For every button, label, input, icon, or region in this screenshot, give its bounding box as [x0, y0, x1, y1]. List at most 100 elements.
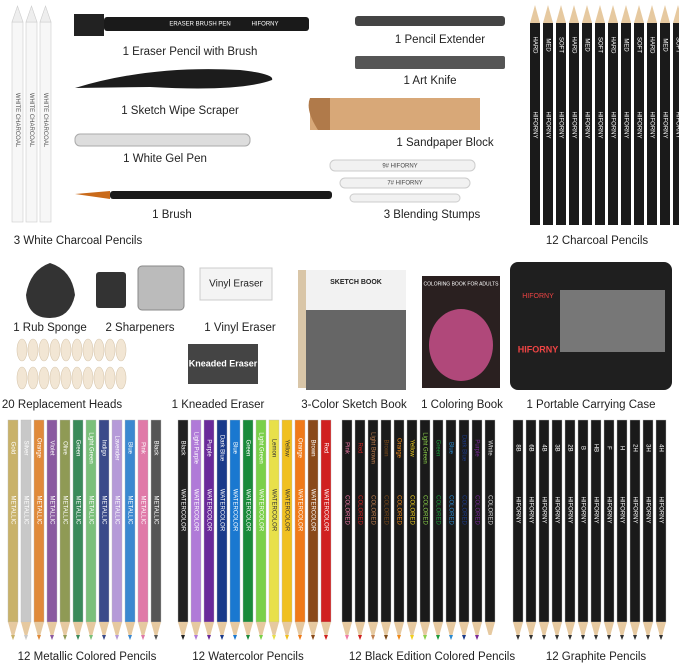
replacement-head	[115, 338, 127, 362]
pencil	[673, 23, 679, 225]
pencil-tip	[660, 5, 670, 23]
pencil-print: HIFORNY	[579, 497, 585, 524]
pencil-tip	[526, 622, 536, 640]
item-label: 12 Watercolor Pencils	[192, 651, 304, 663]
pencil-lead	[50, 635, 54, 640]
pencil-print: METALLIC	[22, 496, 28, 526]
item-label: 12 Graphite Pencils	[546, 651, 647, 663]
pencil-name: SOFT	[674, 37, 679, 53]
pencil-name: Orange	[395, 438, 401, 459]
replacement-head	[93, 366, 105, 390]
item-label: 1 Kneaded Eraser	[172, 399, 265, 411]
pencil-name: Brown	[309, 439, 315, 456]
pencil-tip	[656, 622, 666, 640]
pencil-tip	[125, 622, 135, 640]
stump	[329, 159, 476, 172]
pencil-print: COLORED	[421, 495, 427, 525]
pencil-tip	[321, 622, 331, 640]
pencil-print: HIFORNY	[527, 497, 533, 524]
pencil-name: MED	[622, 38, 628, 52]
case-photo	[560, 290, 665, 352]
pencil-print: HIFORNY	[657, 497, 663, 524]
product-text: HIFORNY	[522, 293, 554, 300]
pencil-tip	[34, 622, 44, 640]
pencil-lead	[542, 635, 546, 640]
pencil-tip	[407, 622, 417, 640]
pencil-tip	[138, 622, 148, 640]
pencil-tip	[112, 622, 122, 640]
pencil-name: Purple	[205, 439, 211, 457]
pencil-name: Red	[356, 442, 362, 453]
brush-tip	[75, 191, 110, 199]
pencil-name: F	[605, 446, 611, 450]
pencil-tip	[578, 622, 588, 640]
pencil-print: COLORED	[447, 495, 453, 525]
pencil-print: HIFORNY	[583, 112, 589, 139]
pencil-name: Dark Blue	[460, 435, 466, 462]
pencil-name: SOFT	[596, 37, 602, 53]
pencil	[647, 23, 657, 225]
pencil-lead	[76, 635, 80, 640]
pencil-tip	[8, 622, 18, 640]
pencil-name: Light Brown	[369, 432, 375, 464]
pencil-print: METALLIC	[74, 496, 80, 526]
brush-handle	[110, 191, 332, 199]
item-label: 3 White Charcoal Pencils	[14, 235, 143, 247]
product-text: Vinyl Eraser	[209, 279, 263, 290]
pencil-tip	[604, 622, 614, 640]
pencil-print: COLORED	[486, 495, 492, 525]
pencil-tip	[513, 622, 523, 640]
pencil-lead	[272, 635, 276, 640]
pencil-print: COLORED	[369, 495, 375, 525]
pencil-print: HIFORNY	[648, 112, 654, 139]
pencil-lead	[233, 635, 237, 640]
eraser-pen	[104, 17, 309, 31]
pencil-print: HIFORNY	[644, 497, 650, 524]
pencil-tip	[446, 622, 456, 640]
pencil-print: WATERCOLOR	[270, 489, 276, 532]
pencil-name: Blue	[447, 442, 453, 455]
pencil-tip	[39, 5, 52, 23]
pencil-lead	[324, 635, 328, 640]
pencil-print: WATERCOLOR	[309, 489, 315, 532]
pencil-name: Light Green	[421, 432, 427, 463]
pencil-print: HIFORNY	[635, 112, 641, 139]
item-label: 12 Black Edition Colored Pencils	[349, 651, 515, 663]
pencil-print: WATERCOLOR	[231, 489, 237, 532]
pencil-tip	[151, 622, 161, 640]
item-label: 2 Sharpeners	[105, 322, 174, 334]
stump	[339, 177, 471, 189]
pencil-tip	[433, 622, 443, 640]
pencil-print: COLORED	[473, 495, 479, 525]
pencil-tip	[178, 622, 188, 640]
pencil-print: WHITE CHARCOAL	[28, 93, 34, 148]
pencil-name: Black	[152, 441, 158, 457]
pencil-print: METALLIC	[61, 496, 67, 526]
pencil-tip	[621, 5, 631, 23]
pencil-tip	[634, 5, 644, 23]
item-label: 1 Art Knife	[403, 75, 456, 87]
rub-sponge	[26, 263, 75, 318]
pencil-print: METALLIC	[35, 496, 41, 526]
pencil-name: Green	[74, 440, 80, 457]
pencil-name: Pink	[343, 442, 349, 455]
pencil-print: COLORED	[356, 495, 362, 525]
pencil-lead	[516, 635, 520, 640]
pencil-print: METALLIC	[126, 496, 132, 526]
pencil-tip	[73, 622, 83, 640]
pencil-tip	[99, 622, 109, 640]
pencil-name: Light Purple	[192, 432, 198, 465]
pencil-name: HB	[592, 444, 598, 452]
pencil-lead	[259, 635, 263, 640]
pencil-name: Lemon	[270, 439, 276, 457]
pencil-lead	[397, 635, 401, 640]
pencil-name: Orange	[296, 438, 302, 459]
item-label: 1 Rub Sponge	[13, 322, 87, 334]
product-text: Kneaded Eraser	[189, 358, 258, 368]
pencil-tip	[630, 622, 640, 640]
pencil-lead	[311, 635, 315, 640]
pencil-name: Lavender	[113, 435, 119, 460]
pencil-name: Blue	[231, 442, 237, 455]
pencil-tip	[608, 5, 618, 23]
pencil-lead	[24, 635, 28, 640]
